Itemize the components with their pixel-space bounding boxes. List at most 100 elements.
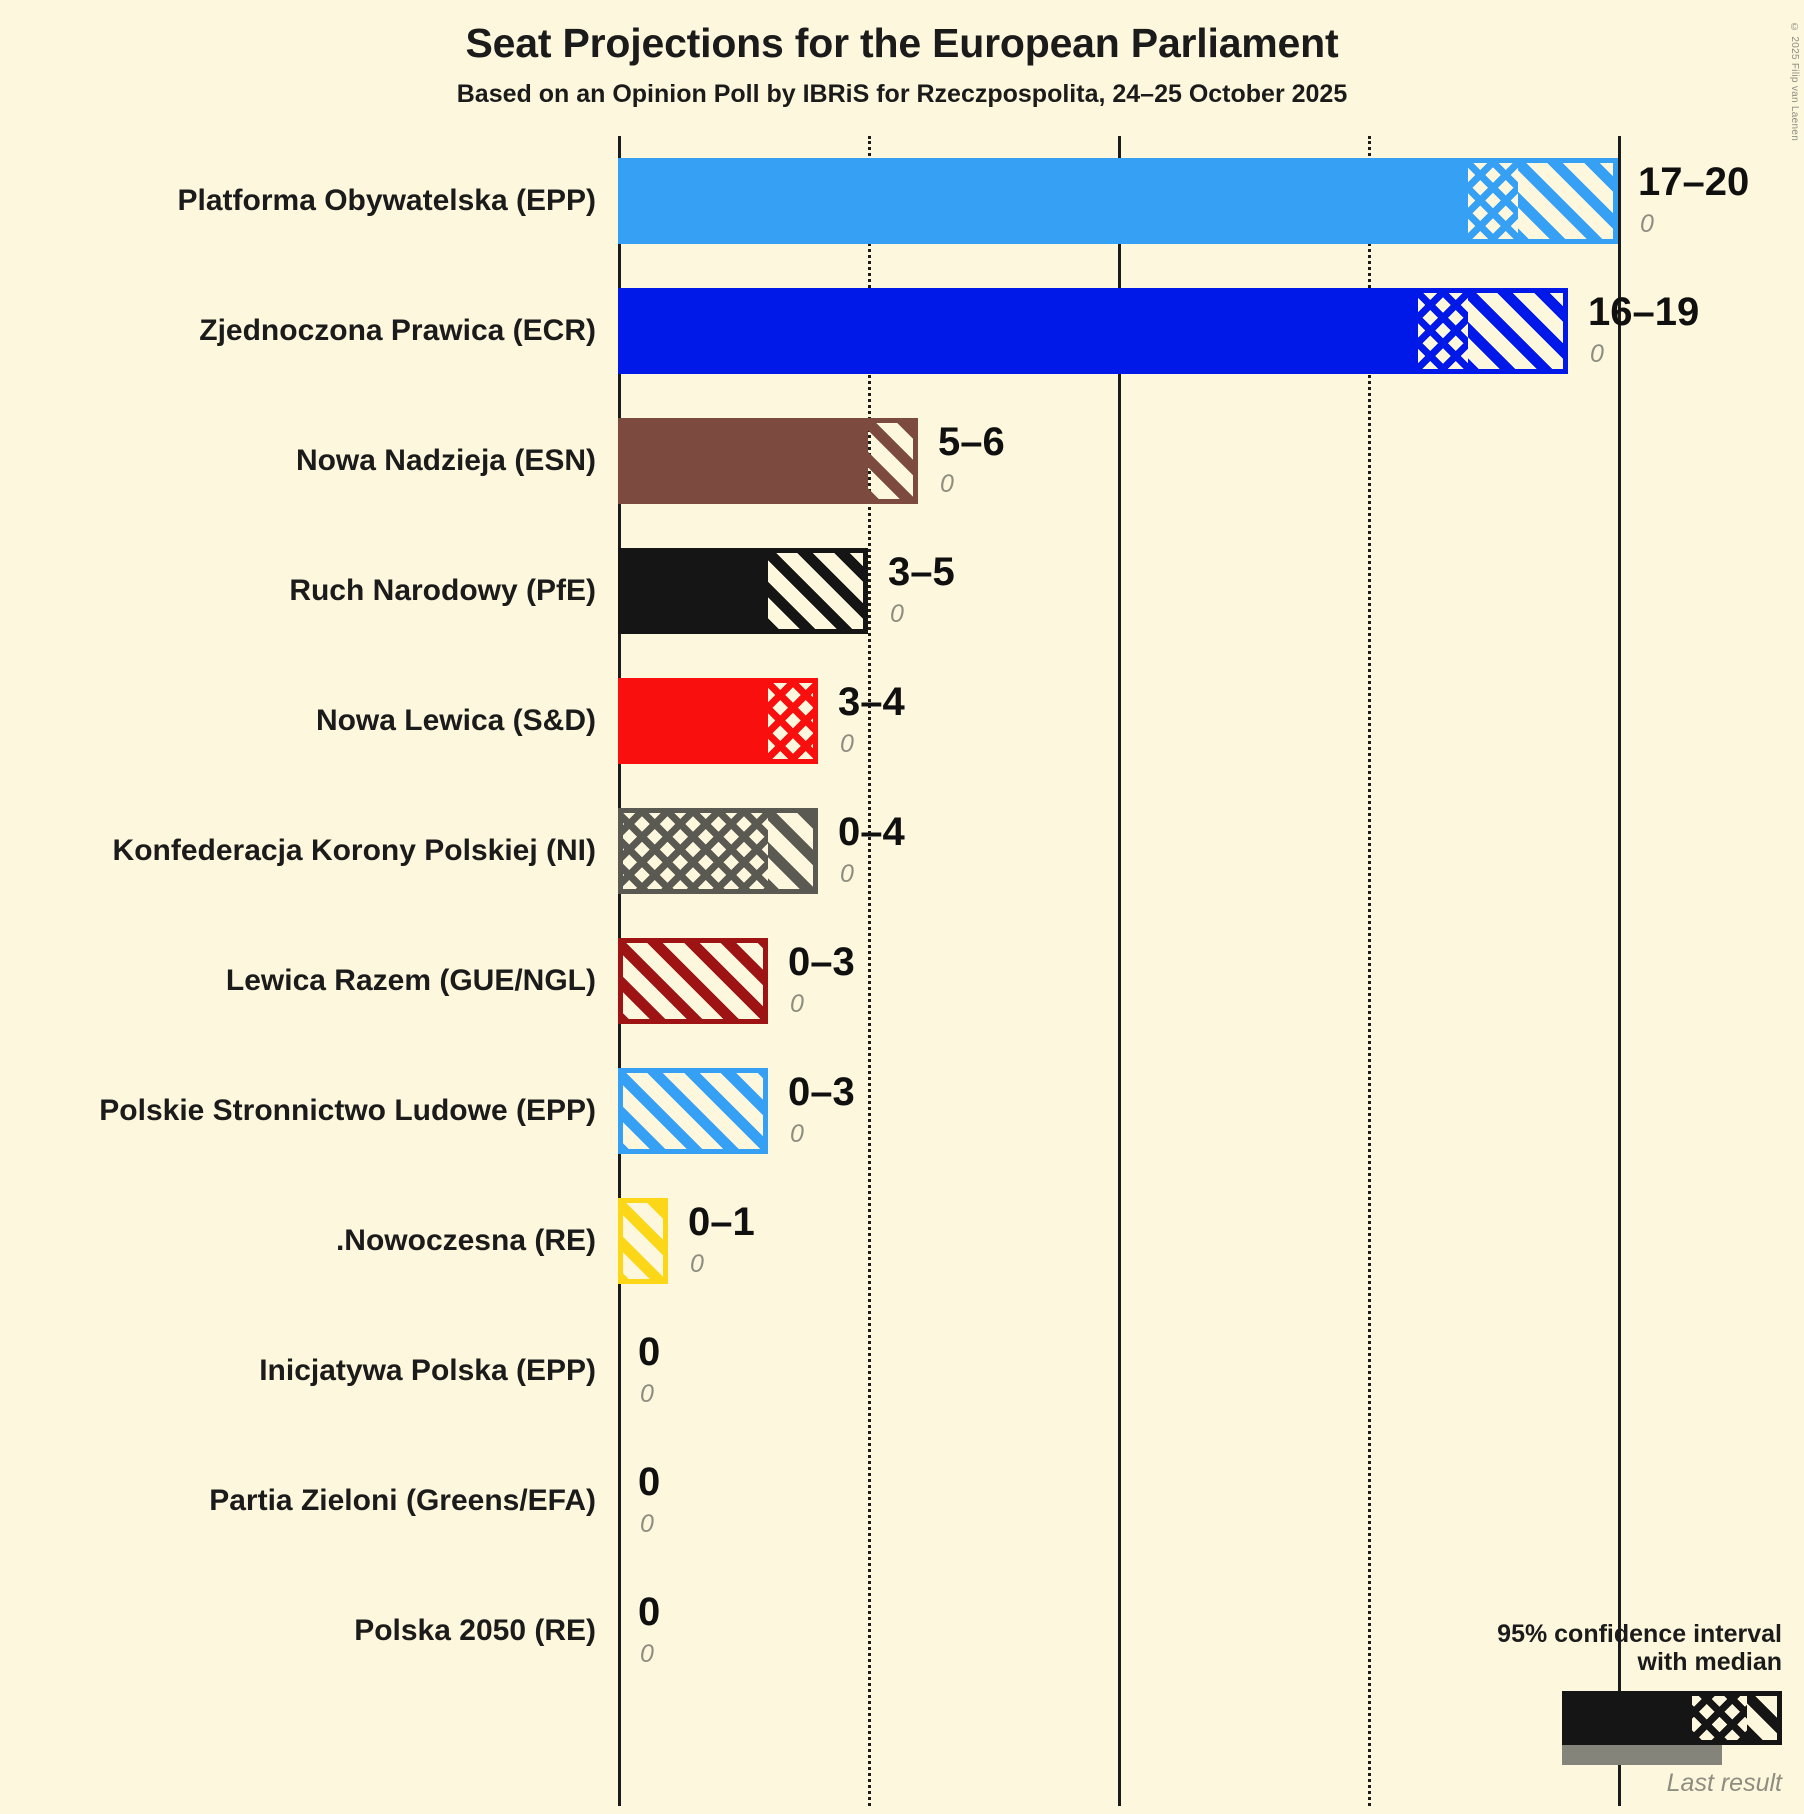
party-label: Lewica Razem (GUE/NGL): [225, 964, 596, 997]
gridline-10: [1118, 136, 1121, 1806]
bar-segment-diagonal: [868, 418, 918, 504]
bar-row: Platforma Obywatelska (EPP) 17–20 0: [0, 136, 1804, 266]
confidence-interval-bar: [618, 808, 818, 894]
last-result-value: 0: [690, 1250, 704, 1278]
bar-row: Ruch Narodowy (PfE) 3–5 0: [0, 526, 1804, 656]
last-result-value: 0: [640, 1640, 654, 1668]
legend-ci-line1: 95% confidence interval: [1497, 1619, 1782, 1648]
legend-segment-solid: [1567, 1696, 1692, 1740]
party-label: Polska 2050 (RE): [354, 1614, 596, 1647]
legend-segment-diagonal: [1747, 1696, 1777, 1740]
legend-ci-line2: with median: [1637, 1648, 1782, 1677]
legend-last-result-label: Last result: [1666, 1769, 1782, 1797]
confidence-interval-bar: [618, 548, 868, 634]
bar-segment-diagonal: [618, 1198, 668, 1284]
bar-segment-solid: [618, 158, 1468, 244]
party-label: Polskie Stronnictwo Ludowe (EPP): [99, 1094, 596, 1127]
seat-range-value: 5–6: [938, 420, 1005, 464]
seat-range-value: 0: [638, 1460, 661, 1504]
bar-segment-median-crosshatch: [618, 808, 768, 894]
party-label: Partia Zieloni (Greens/EFA): [209, 1484, 596, 1517]
bar-outline: [618, 288, 1568, 374]
last-result-value: 0: [790, 990, 804, 1018]
last-result-value: 0: [790, 1120, 804, 1148]
bar-segment-median-crosshatch: [1468, 158, 1518, 244]
bar-row: Polskie Stronnictwo Ludowe (EPP) 0–3 0: [0, 1046, 1804, 1176]
seat-range-value: 0–3: [788, 1070, 855, 1114]
bar-outline: [618, 678, 818, 764]
bar-segment-solid: [618, 288, 1418, 374]
page-title: Seat Projections for the European Parlia…: [465, 20, 1339, 66]
party-label: .Nowoczesna (RE): [335, 1224, 596, 1257]
confidence-interval-bar: [618, 938, 768, 1024]
seat-range-value: 0: [638, 1590, 661, 1634]
last-result-value: 0: [640, 1510, 654, 1538]
bar-outline: [618, 548, 868, 634]
bar-outline: [618, 1068, 768, 1154]
gridline-15: [1368, 136, 1371, 1806]
bar-segment-solid: [618, 548, 768, 634]
confidence-interval-bar: [618, 1198, 668, 1284]
bar-segment-solid: [618, 678, 768, 764]
bar-segment-diagonal: [768, 808, 818, 894]
last-result-value: 0: [840, 860, 854, 888]
bar-segment-diagonal: [1468, 288, 1568, 374]
confidence-interval-bar: [618, 288, 1568, 374]
bar-segment-diagonal: [618, 938, 768, 1024]
bar-outline: [618, 1198, 668, 1284]
bar-row: Konfederacja Korony Polskiej (NI) 0–4 0: [0, 786, 1804, 916]
seat-range-value: 0–4: [838, 810, 905, 854]
bar-row: Lewica Razem (GUE/NGL) 0–3 0: [0, 916, 1804, 1046]
seat-range-value: 3–4: [838, 680, 905, 724]
bar-segment-median-crosshatch: [768, 678, 818, 764]
gridline-5: [868, 136, 871, 1806]
bar-outline: [618, 158, 1618, 244]
bar-row: Polska 2050 (RE) 0 0: [0, 1566, 1804, 1696]
bar-outline: [618, 938, 768, 1024]
legend-segment-median-crosshatch: [1692, 1696, 1747, 1740]
confidence-interval-bar: [618, 1068, 768, 1154]
last-result-value: 0: [1590, 340, 1604, 368]
party-label: Zjednoczona Prawica (ECR): [199, 314, 596, 347]
seat-range-value: 0: [638, 1330, 661, 1374]
legend-interval-swatch: [1562, 1691, 1782, 1745]
last-result-value: 0: [840, 730, 854, 758]
bar-segment-diagonal: [1518, 158, 1618, 244]
seat-range-value: 0–3: [788, 940, 855, 984]
party-label: Nowa Lewica (S&D): [315, 704, 596, 737]
party-label: Ruch Narodowy (PfE): [289, 574, 596, 607]
bar-row: .Nowoczesna (RE) 0–1 0: [0, 1176, 1804, 1306]
bar-outline: [618, 808, 818, 894]
confidence-interval-bar: [618, 678, 818, 764]
confidence-interval-bar: [618, 158, 1618, 244]
party-label: Konfederacja Korony Polskiej (NI): [112, 834, 596, 867]
party-label: Nowa Nadzieja (ESN): [295, 444, 596, 477]
copyright-notice: © 2025 Filip van Laenen: [1789, 22, 1800, 142]
bar-row: Zjednoczona Prawica (ECR) 16–19 0: [0, 266, 1804, 396]
bar-row: Inicjatywa Polska (EPP) 0 0: [0, 1306, 1804, 1436]
seat-range-value: 0–1: [688, 1200, 755, 1244]
bar-row: Nowa Nadzieja (ESN) 5–6 0: [0, 396, 1804, 526]
last-result-value: 0: [940, 470, 954, 498]
last-result-value: 0: [1640, 210, 1654, 238]
bar-segment-diagonal: [768, 548, 868, 634]
bar-row: Partia Zieloni (Greens/EFA) 0 0: [0, 1436, 1804, 1566]
chart-legend: 95% confidence interval with median Last…: [1452, 1620, 1782, 1799]
bar-segment-diagonal: [618, 1068, 768, 1154]
party-label: Inicjatywa Polska (EPP): [259, 1354, 596, 1387]
seat-range-value: 17–20: [1638, 160, 1750, 204]
last-result-value: 0: [640, 1380, 654, 1408]
seat-range-value: 3–5: [888, 550, 955, 594]
bar-row: Nowa Lewica (S&D) 3–4 0: [0, 656, 1804, 786]
last-result-value: 0: [890, 600, 904, 628]
seat-range-value: 16–19: [1588, 290, 1700, 334]
party-label: Platforma Obywatelska (EPP): [177, 184, 596, 217]
gridline-20: [1618, 136, 1621, 1806]
legend-last-result-swatch: [1562, 1745, 1722, 1765]
bar-outline: [618, 418, 918, 504]
bar-segment-solid: [618, 418, 868, 504]
confidence-interval-bar: [618, 418, 918, 504]
chart-subtitle: Based on an Opinion Poll by IBRiS for Rz…: [456, 80, 1348, 108]
bar-segment-median-crosshatch: [1418, 288, 1468, 374]
